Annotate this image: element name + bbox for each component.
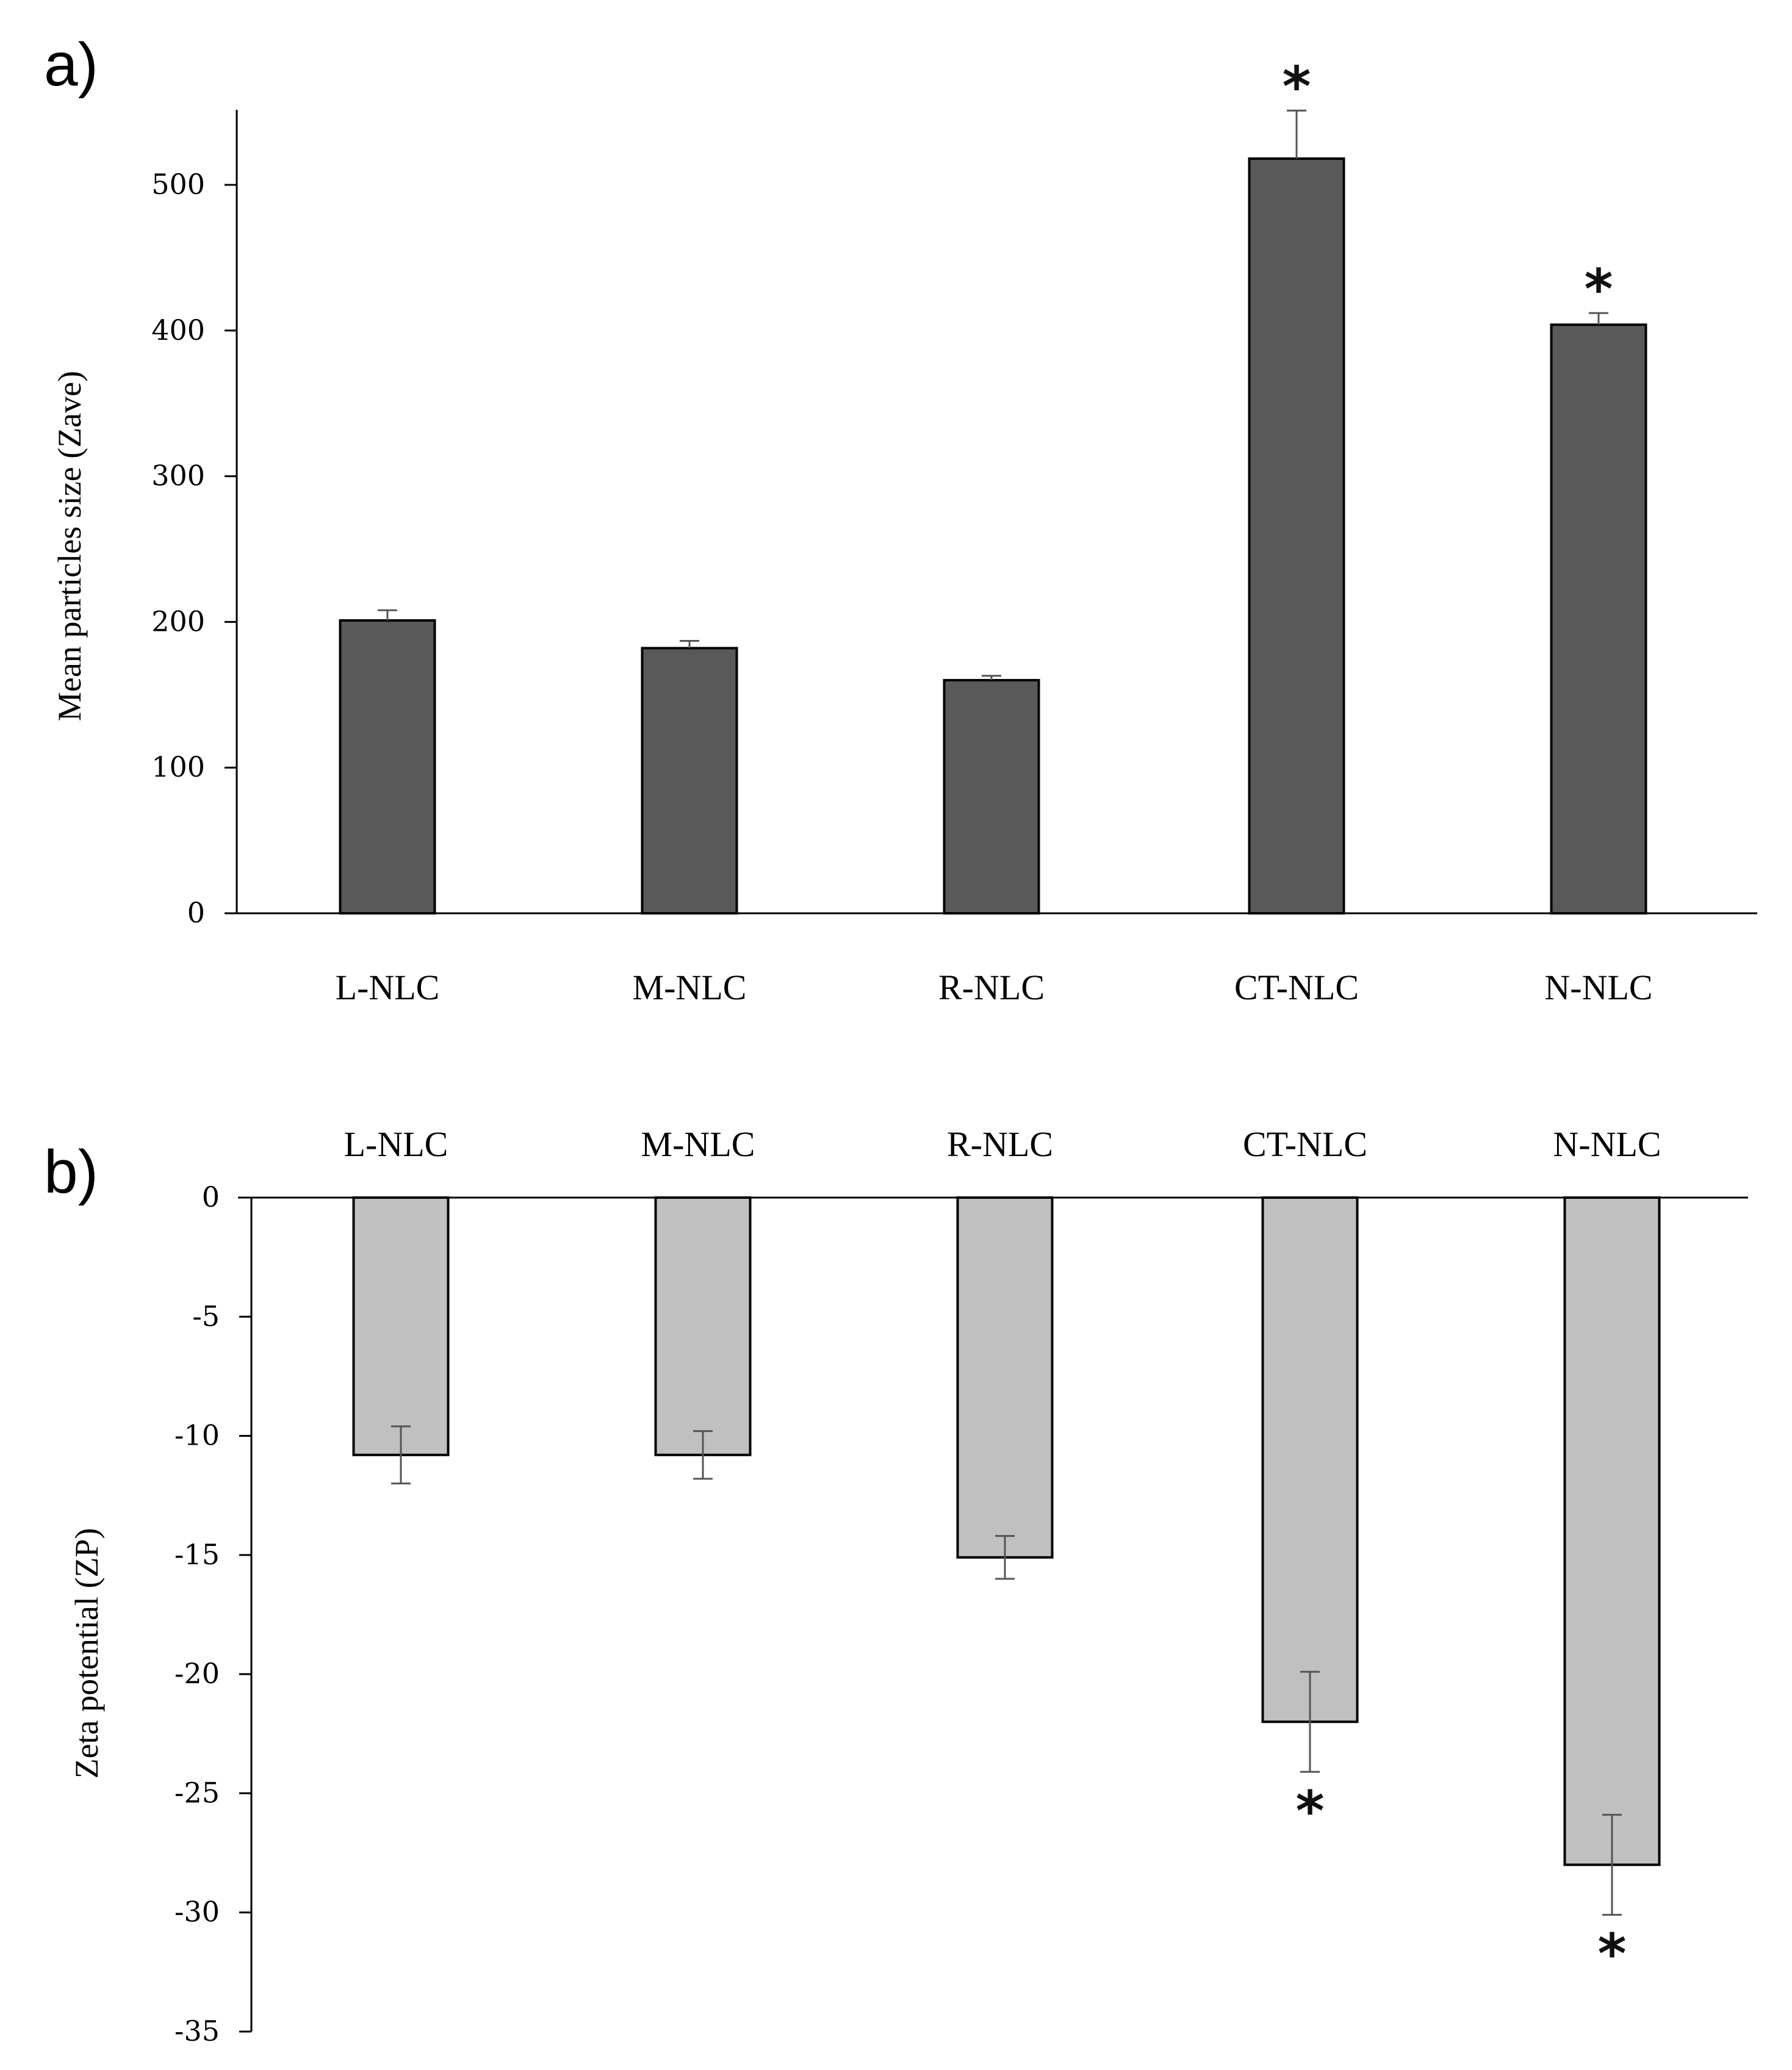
panel-a-category-label-n-nlc: N-NLC [1544, 968, 1652, 1007]
panel-a-y-axis-title: Mean particles size (Zave) [51, 371, 88, 721]
panel-b-y-tick-label-35: -35 [175, 2014, 220, 2047]
panel-b-y-tick-label-30: -30 [175, 1896, 220, 1928]
panel-a-y-tick-label-200: 200 [151, 605, 205, 638]
panel-a-y-tick-label-300: 300 [151, 459, 205, 492]
panel-b-bar-n-nlc [1563, 1196, 1661, 1866]
panel-a-y-tick-label-400: 400 [151, 314, 205, 347]
panel-b-category-label-n-nlc: N-NLC [1553, 1124, 1661, 1164]
panel-a-category-label-r-nlc: R-NLC [938, 968, 1045, 1007]
panel-b-bar-r-nlc [956, 1196, 1054, 1559]
panel-b-y-tick-label-10: -10 [175, 1419, 220, 1452]
panel-b-y-tick-label-15: -15 [175, 1538, 220, 1571]
panel-b-y-tick-label-0: 0 [202, 1181, 220, 1213]
panel-a-y-tick-label-100: 100 [151, 750, 205, 783]
panel-b-label: b) [44, 1138, 98, 1206]
panel-a-category-label-ct-nlc: CT-NLC [1234, 968, 1359, 1007]
panel-a-significance-n-nlc: * [1584, 257, 1613, 322]
panel-a-category-label-l-nlc: L-NLC [336, 968, 440, 1007]
panel-b-y-axis-title: Zeta potential (ZP) [68, 1528, 105, 1779]
panel-b-bar-m-nlc [654, 1196, 752, 1456]
panel-a-bar-l-nlc [339, 619, 436, 915]
panel-b-category-label-m-nlc: M-NLC [641, 1124, 755, 1164]
panel-b-y-tick-label-25: -25 [175, 1776, 220, 1809]
panel-a-y-tick-label-500: 500 [151, 168, 205, 201]
panel-b-category-label-ct-nlc: CT-NLC [1243, 1124, 1367, 1164]
panel-b-category-label-l-nlc: L-NLC [344, 1124, 448, 1164]
panel-a-bar-r-nlc [943, 678, 1040, 915]
panel-a-label: a) [44, 31, 98, 99]
panel-a-y-tick-label-0: 0 [187, 896, 205, 929]
panel-b-bar-l-nlc [352, 1196, 450, 1456]
panel-a-bar-m-nlc [641, 647, 738, 915]
panel-a-size-chart: a) Mean particles size (Zave) 0 100 200 300… [44, 31, 1757, 1007]
panel-a-bar-ct-nlc [1248, 157, 1345, 915]
panel-b-significance-n-nlc: * [1597, 1922, 1626, 1986]
panel-b-y-tick-label-20: -20 [175, 1657, 220, 1690]
panel-b-bar-ct-nlc [1261, 1196, 1359, 1723]
panel-b-category-label-r-nlc: R-NLC [947, 1124, 1053, 1164]
panel-b-y-tick-label-5: -5 [192, 1299, 220, 1332]
panel-a-significance-ct-nlc: * [1282, 55, 1311, 119]
panel-a-category-label-m-nlc: M-NLC [633, 968, 747, 1007]
panel-b-zeta-chart: b) Zeta potential (ZP) 0 -5 -10 -15 -20 -25 -3… [44, 1124, 1748, 2047]
panel-a-bar-n-nlc [1550, 323, 1647, 915]
panel-b-significance-ct-nlc: * [1295, 1779, 1324, 1843]
